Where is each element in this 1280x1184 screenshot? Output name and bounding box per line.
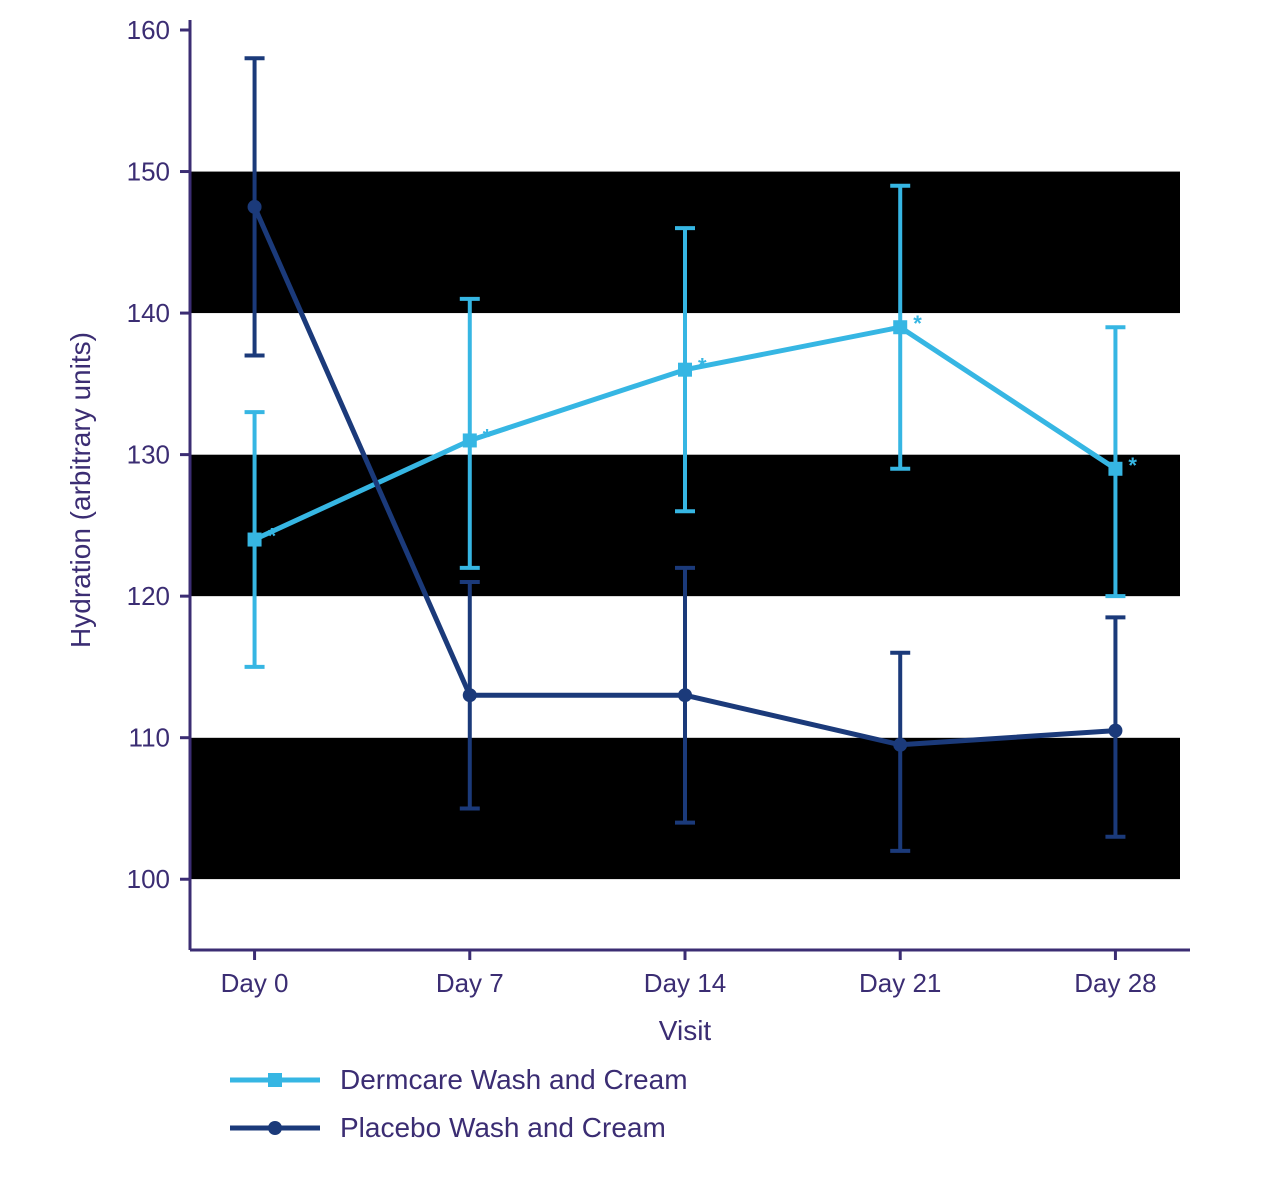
x-tick-label: Day 28 (1074, 968, 1156, 998)
x-tick-label: Day 7 (436, 968, 504, 998)
y-tick-label: 120 (127, 581, 170, 611)
y-tick-label: 140 (127, 298, 170, 328)
legend-marker (268, 1073, 282, 1087)
y-tick-label: 100 (127, 864, 170, 894)
marker-square (893, 320, 907, 334)
marker-square (248, 533, 262, 547)
legend-label: Dermcare Wash and Cream (340, 1064, 688, 1095)
marker-circle (248, 200, 262, 214)
marker-square (463, 433, 477, 447)
marker-circle (1108, 724, 1122, 738)
y-tick-label: 150 (127, 157, 170, 187)
marker-square (678, 363, 692, 377)
marker-circle (463, 688, 477, 702)
x-tick-label: Day 0 (221, 968, 289, 998)
x-axis-label: Visit (659, 1015, 712, 1046)
bg-band (190, 879, 1180, 950)
y-tick-label: 130 (127, 440, 170, 470)
significance-asterisk: * (1128, 453, 1137, 478)
x-tick-label: Day 14 (644, 968, 726, 998)
significance-asterisk: * (913, 311, 922, 336)
bg-band (190, 30, 1180, 172)
marker-circle (893, 738, 907, 752)
hydration-chart: 100 110 120 130 140 150 160 Day 0 Day 7 Day 14 Day… (0, 0, 1280, 1184)
legend-marker (268, 1121, 282, 1135)
y-tick-label: 110 (129, 723, 170, 753)
significance-asterisk: * (268, 524, 277, 549)
y-tick-label: 160 (127, 15, 170, 45)
significance-asterisk: * (698, 354, 707, 379)
significance-asterisk: * (483, 424, 492, 449)
legend-label: Placebo Wash and Cream (340, 1112, 666, 1143)
x-tick-label: Day 21 (859, 968, 941, 998)
y-axis-label: Hydration (arbitrary units) (65, 332, 96, 648)
marker-circle (678, 688, 692, 702)
marker-square (1108, 462, 1122, 476)
